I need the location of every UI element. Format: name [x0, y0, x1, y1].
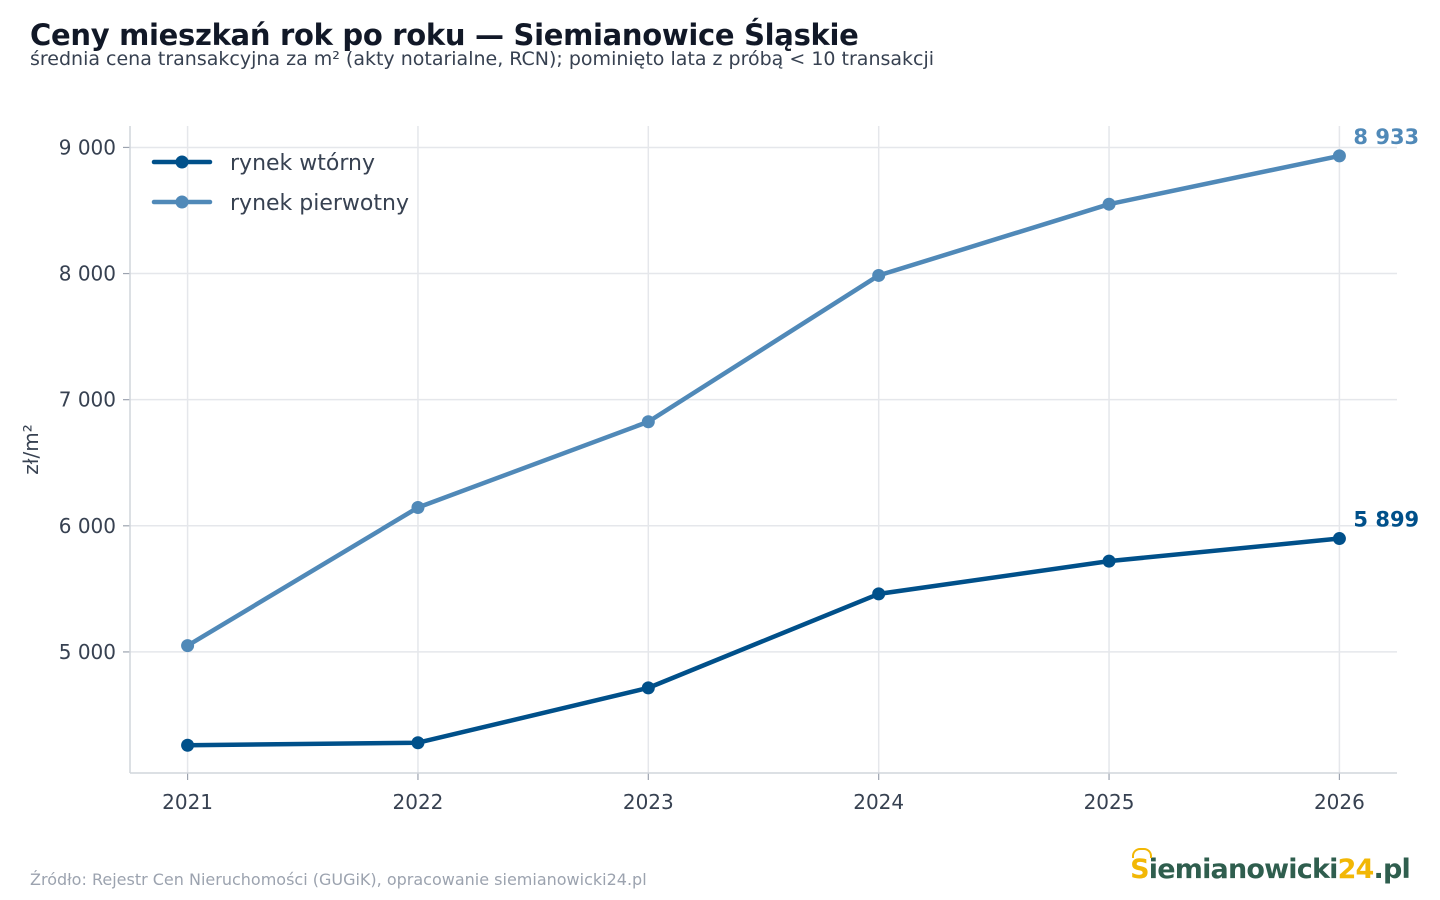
sun-icon — [1132, 848, 1153, 858]
legend-label: rynek pierwotny — [230, 191, 409, 216]
series: 5 899 8 933 — [181, 125, 1419, 752]
legend-swatch-marker — [175, 155, 189, 169]
axes: 2021 2022 2023 2024 2025 2026 5 000 6 000 7 000 8… — [19, 126, 1397, 814]
data-point — [641, 415, 655, 429]
data-point — [1102, 197, 1116, 211]
y-tick-label: 7 000 — [59, 388, 116, 412]
logo-letter: S — [1130, 854, 1149, 885]
data-point — [872, 268, 886, 282]
data-point — [181, 738, 195, 752]
data-point — [641, 681, 655, 695]
data-point — [1332, 149, 1346, 163]
site-logo[interactable]: Siemianowicki24.pl — [1130, 848, 1411, 885]
legend-label: rynek wtórny — [230, 151, 375, 176]
data-point — [1332, 532, 1346, 546]
x-tick-label: 2021 — [162, 790, 213, 814]
logo-number: 24 — [1337, 854, 1375, 885]
chart-subtitle: średnia cena transakcyjna za m² (akty no… — [30, 48, 935, 70]
legend-swatch-marker — [175, 195, 189, 209]
logo-name: iemianowicki — [1148, 854, 1339, 885]
data-point — [1102, 554, 1116, 568]
data-point — [411, 736, 425, 750]
gridlines — [130, 126, 1397, 773]
series-line — [185, 536, 1342, 748]
data-point — [411, 501, 425, 515]
y-axis-label: zł/m² — [19, 424, 43, 474]
data-point — [181, 639, 195, 653]
source-note: Źródło: Rejestr Cen Nieruchomości (GUGiK… — [30, 870, 647, 889]
x-tick-label: 2025 — [1084, 790, 1135, 814]
end-value-label: 5 899 — [1353, 508, 1419, 532]
x-tick-label: 2024 — [853, 790, 904, 814]
x-tick-label: 2026 — [1314, 790, 1365, 814]
end-value-label: 8 933 — [1353, 125, 1419, 149]
data-point — [872, 587, 886, 601]
logo-domain: .pl — [1373, 854, 1411, 885]
y-tick-label: 5 000 — [59, 640, 116, 664]
legend: rynek wtórny rynek pierwotny — [151, 151, 409, 216]
x-tick-label: 2023 — [623, 790, 674, 814]
y-tick-label: 6 000 — [59, 514, 116, 538]
series-line — [185, 153, 1342, 648]
x-tick-label: 2022 — [393, 790, 444, 814]
y-tick-label: 8 000 — [59, 262, 116, 286]
chart-title: Ceny mieszkań rok po roku — Siemianowice… — [30, 18, 859, 52]
y-tick-label: 9 000 — [59, 135, 116, 159]
